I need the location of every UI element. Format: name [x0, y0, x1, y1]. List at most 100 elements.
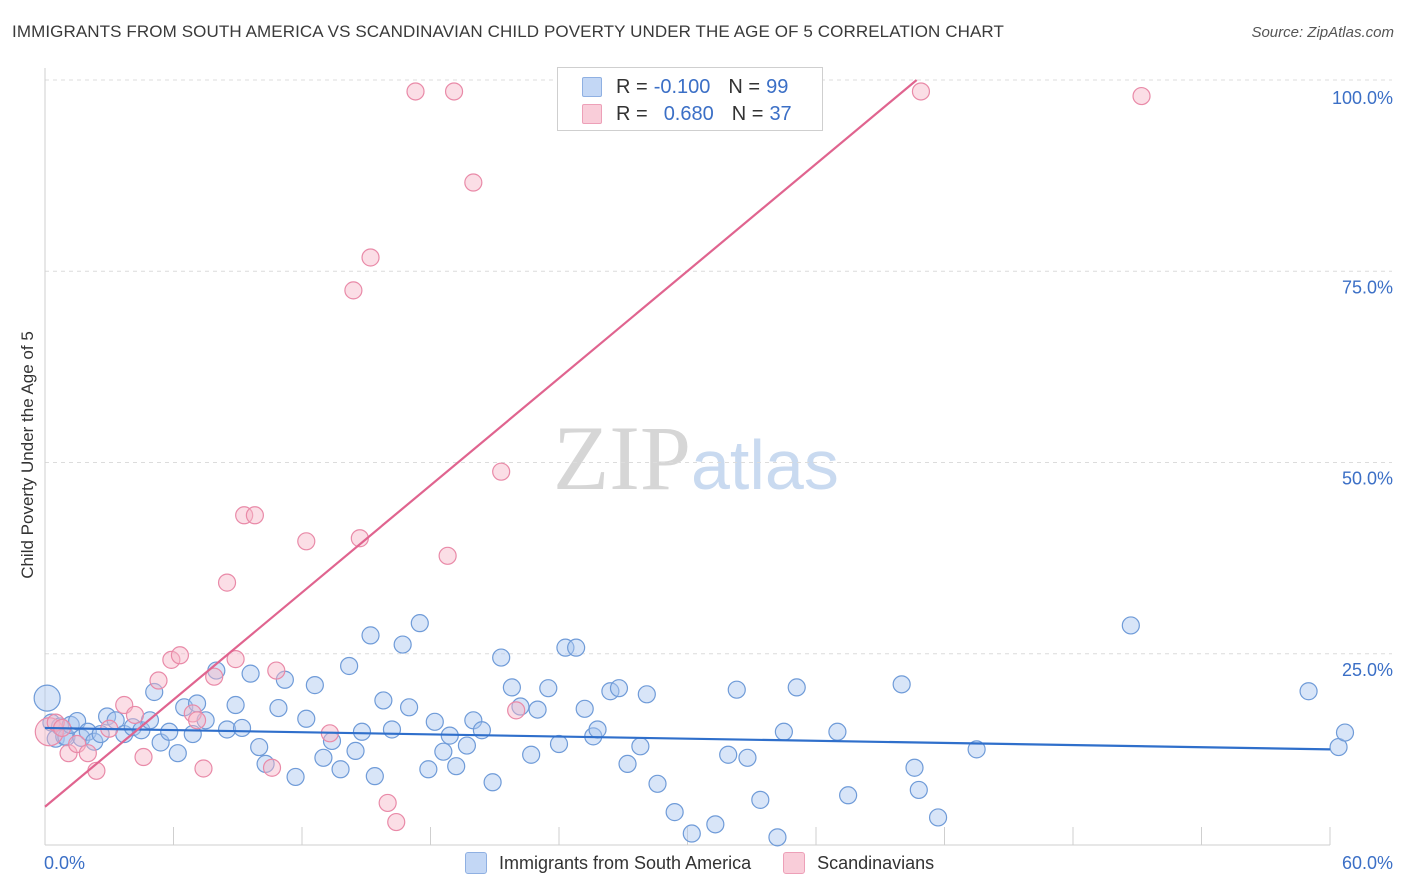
point-immigrants — [706, 815, 725, 834]
point-immigrants — [346, 741, 365, 761]
point-scandinavians — [245, 506, 264, 525]
point-immigrants — [665, 803, 684, 822]
point-immigrants — [575, 699, 594, 718]
point-scandinavians — [444, 82, 464, 101]
x-tick-label: 0.0% — [44, 853, 85, 873]
point-immigrants — [549, 734, 569, 754]
trend-line-scandinavians — [44, 79, 918, 808]
point-scandinavians — [297, 532, 316, 551]
point-scandinavians — [134, 747, 153, 767]
point-scandinavians — [267, 661, 286, 680]
point-immigrants — [382, 720, 402, 739]
point-immigrants — [340, 656, 359, 676]
point-scandinavians — [187, 711, 207, 730]
point-immigrants — [226, 695, 245, 715]
point-immigrants — [410, 614, 429, 633]
point-scandinavians — [235, 506, 254, 525]
point-immigrants — [631, 737, 650, 756]
correlation-legend: R = -0.100 N = 99 R = 0.680 N = 37 — [557, 67, 823, 131]
source-label: Source: ZipAtlas.com — [1251, 24, 1394, 41]
point-immigrants — [33, 684, 61, 712]
data-points — [33, 82, 1355, 847]
point-immigrants — [928, 808, 948, 827]
point-scandinavians — [438, 546, 457, 565]
point-scandinavians — [217, 573, 237, 592]
x-tick-label: 60.0% — [1342, 853, 1393, 873]
legend-r-label: R = — [616, 102, 648, 125]
y-tick-label: 75.0% — [1342, 277, 1393, 297]
point-immigrants — [1299, 682, 1318, 701]
point-immigrants — [160, 722, 179, 741]
point-immigrants — [419, 760, 438, 779]
legend-r-value: 0.680 — [663, 102, 714, 125]
point-immigrants — [682, 824, 701, 843]
legend-n-value: 99 — [766, 75, 789, 98]
point-scandinavians — [378, 793, 397, 813]
point-scandinavians — [78, 744, 97, 763]
point-scandinavians — [406, 82, 425, 101]
point-immigrants — [352, 722, 372, 741]
point-immigrants — [751, 790, 770, 809]
point-immigrants — [286, 767, 305, 787]
point-immigrants — [905, 758, 924, 777]
point-scandinavians — [262, 758, 282, 777]
series-swatch-blue — [465, 852, 487, 874]
point-immigrants — [637, 685, 656, 704]
trend-lines — [44, 79, 1331, 808]
legend-r-label: R = — [616, 75, 648, 98]
point-immigrants — [567, 638, 586, 657]
watermark-zip: ZIP — [553, 407, 691, 509]
series-legend: Immigrants from South America Scandinavi… — [465, 852, 966, 874]
point-immigrants — [738, 748, 757, 767]
point-immigrants — [967, 740, 986, 759]
trend-line-immigrants — [44, 726, 1331, 751]
point-immigrants — [588, 720, 607, 739]
legend-r-value: -0.100 — [653, 75, 711, 98]
point-immigrants — [305, 676, 324, 695]
point-immigrants — [250, 737, 269, 757]
series-label-immigrants: Immigrants from South America — [499, 852, 752, 873]
point-scandinavians — [205, 667, 224, 686]
point-immigrants — [787, 678, 806, 697]
y-tick-label: 50.0% — [1342, 469, 1393, 489]
point-immigrants — [483, 773, 502, 792]
legend-row-immigrants: R = -0.100 N = 99 — [582, 74, 788, 100]
series-legend-scandinavians: Scandinavians — [783, 852, 934, 874]
point-scandinavians — [492, 462, 511, 481]
legend-n-label: N = — [731, 102, 764, 125]
point-immigrants — [425, 712, 444, 731]
point-immigrants — [374, 691, 393, 710]
point-immigrants — [1121, 616, 1140, 635]
point-immigrants — [399, 698, 419, 717]
series-legend-immigrants: Immigrants from South America — [465, 852, 751, 874]
point-immigrants — [297, 709, 316, 728]
point-immigrants — [648, 774, 667, 793]
point-immigrants — [492, 648, 511, 667]
point-immigrants — [168, 744, 187, 763]
point-immigrants — [528, 700, 547, 719]
point-immigrants — [331, 760, 350, 779]
point-immigrants — [727, 680, 746, 699]
legend-n-value: 37 — [769, 102, 792, 125]
point-scandinavians — [1132, 86, 1151, 106]
point-scandinavians — [387, 812, 406, 832]
y-tick-label: 25.0% — [1342, 660, 1393, 680]
point-immigrants — [365, 767, 384, 786]
point-immigrants — [609, 679, 629, 698]
grid-lines — [45, 79, 1392, 655]
point-scandinavians — [361, 248, 380, 267]
point-immigrants — [145, 682, 164, 702]
point-immigrants — [768, 828, 787, 847]
point-immigrants — [719, 745, 738, 764]
point-immigrants — [618, 754, 637, 774]
point-scandinavians — [226, 650, 245, 669]
point-immigrants — [241, 664, 260, 683]
point-scandinavians — [125, 705, 145, 725]
point-scandinavians — [344, 281, 363, 300]
axes — [44, 68, 1331, 846]
point-immigrants — [1335, 723, 1355, 742]
point-immigrants — [361, 626, 380, 645]
point-immigrants — [502, 678, 521, 697]
series-label-scandinavians: Scandinavians — [817, 852, 935, 873]
